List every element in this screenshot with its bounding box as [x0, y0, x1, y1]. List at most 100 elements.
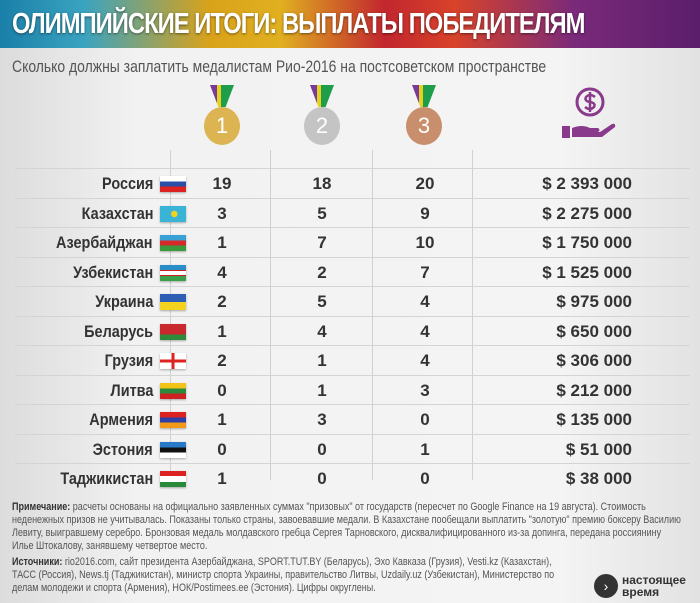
gold-medal-number: 1	[204, 107, 240, 145]
country-name: Узбекистан	[72, 262, 153, 282]
gold-count: 4	[217, 262, 227, 282]
notes-block: Примечание: расчеты основаны на официаль…	[12, 501, 684, 595]
table-row: Беларусь 1 4 4 $ 650 000	[15, 315, 690, 346]
payout-amount: $ 306 000	[556, 351, 632, 370]
payout-amount: $ 38 000	[565, 469, 632, 488]
logo-mark-icon: ›	[594, 574, 618, 598]
payout-amount: $ 2 393 000	[542, 174, 632, 193]
table-row: Россия 19 18 20 $ 2 393 000	[15, 168, 690, 198]
column-divider	[270, 150, 271, 480]
bronze-count: 4	[420, 321, 430, 341]
flag-icon	[160, 471, 186, 487]
page-title: ОЛИМПИЙСКИЕ ИТОГИ: ВЫПЛАТЫ ПОБЕДИТЕЛЯМ	[12, 8, 585, 40]
bronze-medal-icon: 3	[404, 85, 444, 155]
bronze-count: 4	[420, 292, 430, 311]
bronze-count: 4	[420, 351, 430, 370]
bronze-count: 7	[420, 262, 430, 282]
table-row: Узбекистан 4 2 7 $ 1 525 000	[15, 256, 690, 287]
logo-line2: время	[622, 585, 660, 599]
payout-amount: $ 975 000	[556, 292, 632, 311]
silver-count: 1	[317, 380, 327, 400]
column-divider	[170, 150, 171, 480]
brand-logo: › настоящее время	[594, 574, 686, 598]
table-row: Казахстан 3 5 9 $ 2 275 000	[15, 197, 690, 228]
money-in-hand-icon	[562, 87, 616, 138]
column-divider	[472, 150, 473, 480]
bronze-count: 20	[415, 174, 435, 193]
sources-label: Источники:	[12, 556, 63, 568]
gold-count: 1	[217, 469, 227, 488]
bronze-count: 9	[420, 203, 430, 223]
table-row: Эстония 0 0 1 $ 51 000	[15, 433, 690, 464]
silver-count: 0	[317, 439, 327, 459]
silver-medal-icon: 2	[302, 85, 342, 155]
silver-count: 7	[317, 233, 327, 252]
medal-table: Россия 19 18 20 $ 2 393 000 Казахстан 3 5…	[0, 168, 700, 493]
header-banner: ОЛИМПИЙСКИЕ ИТОГИ: ВЫПЛАТЫ ПОБЕДИТЕЛЯМ	[0, 0, 700, 48]
bronze-count: 0	[420, 469, 430, 488]
flag-icon	[160, 264, 186, 281]
gold-count: 1	[217, 233, 227, 252]
bronze-count: 3	[420, 380, 430, 400]
gold-count: 0	[217, 439, 227, 459]
country-name: Литва	[110, 380, 153, 400]
bronze-count: 1	[420, 439, 430, 459]
flag-icon	[160, 205, 186, 222]
logo-line1: настоящее	[622, 573, 686, 587]
silver-count: 5	[317, 203, 327, 223]
silver-count: 4	[317, 321, 327, 341]
payout-amount: $ 51 000	[565, 439, 632, 459]
silver-count: 3	[317, 410, 327, 429]
country-name: Эстония	[92, 439, 153, 459]
flag-icon	[160, 294, 186, 310]
note-text: расчеты основаны на официально заявленны…	[12, 501, 681, 552]
gold-count: 2	[217, 351, 227, 370]
payout-amount: $ 212 000	[556, 380, 632, 400]
flag-icon	[160, 353, 186, 369]
bronze-count: 0	[420, 410, 430, 429]
country-name: Грузия	[104, 351, 153, 370]
gold-count: 19	[212, 174, 232, 193]
flag-icon	[160, 441, 186, 458]
table-row: Армения 1 3 0 $ 135 000	[15, 404, 690, 434]
column-divider	[372, 150, 373, 480]
payout-amount: $ 650 000	[556, 321, 632, 341]
flag-icon	[160, 412, 186, 428]
table-row: Азербайджан 1 7 10 $ 1 750 000	[15, 227, 690, 257]
sources-text: rio2016.com, сайт президента Азербайджан…	[12, 556, 555, 594]
silver-count: 0	[317, 469, 327, 488]
country-name: Россия	[101, 174, 153, 193]
bronze-medal-number: 3	[406, 107, 442, 145]
gold-count: 3	[217, 203, 227, 223]
gold-count: 2	[217, 292, 227, 311]
note-label: Примечание:	[12, 501, 71, 513]
table-row: Литва 0 1 3 $ 212 000	[15, 374, 690, 405]
table-row: Грузия 2 1 4 $ 306 000	[15, 345, 690, 375]
table-row: Таджикистан 1 0 0 $ 38 000	[15, 463, 690, 493]
gold-count: 1	[217, 410, 227, 429]
country-name: Таджикистан	[60, 469, 153, 488]
silver-medal-number: 2	[304, 107, 340, 145]
country-name: Армения	[89, 410, 153, 429]
bronze-count: 10	[415, 233, 435, 252]
country-name: Казахстан	[81, 203, 153, 223]
silver-count: 1	[317, 351, 327, 370]
flag-icon	[160, 323, 186, 340]
payout-amount: $ 1 525 000	[542, 262, 632, 282]
payout-amount: $ 2 275 000	[542, 203, 632, 223]
gold-count: 0	[217, 380, 227, 400]
flag-icon	[160, 382, 186, 399]
silver-count: 18	[312, 174, 332, 193]
gold-count: 1	[217, 321, 227, 341]
country-name: Украина	[94, 292, 153, 311]
page-subtitle: Сколько должны заплатить медалистам Рио-…	[12, 57, 547, 76]
silver-count: 2	[317, 262, 327, 282]
payout-amount: $ 1 750 000	[542, 233, 632, 252]
flag-icon	[160, 176, 186, 192]
table-row: Украина 2 5 4 $ 975 000	[15, 286, 690, 316]
payout-amount: $ 135 000	[556, 410, 632, 429]
gold-medal-icon: 1	[202, 85, 242, 155]
flag-icon	[160, 235, 186, 251]
silver-count: 5	[317, 292, 327, 311]
country-name: Беларусь	[84, 321, 153, 341]
